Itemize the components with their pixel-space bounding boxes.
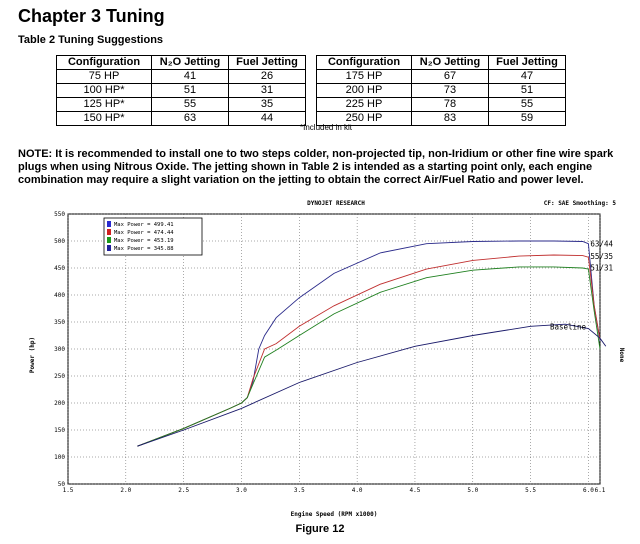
table-cell: 51	[488, 83, 566, 98]
table-cell: 63	[151, 111, 229, 126]
table-row: 150 HP* 63 44 250 HP 83 59	[56, 111, 566, 126]
table-cell: 175 HP	[316, 69, 412, 84]
table-title: Table 2 Tuning Suggestions	[18, 34, 164, 46]
y-axis-label: Power (hp)	[29, 337, 36, 373]
col-header: Fuel Jetting	[488, 55, 566, 70]
chart-header-right: CF: SAE Smoothing: 5	[544, 200, 617, 207]
right-axis-label: None	[618, 348, 625, 363]
table-cell: 44	[228, 111, 306, 126]
chapter-title: Chapter 3 Tuning	[18, 6, 165, 26]
table-cell: 59	[488, 111, 566, 126]
y-tick-label: 500	[54, 238, 65, 245]
table-cell: 31	[228, 83, 306, 98]
x-tick-label: 5.0	[467, 487, 478, 494]
legend-label: Max Power = 474.44	[114, 230, 174, 236]
table-footnote: *Included in kit	[300, 123, 353, 132]
table-row: 75 HP 41 26 175 HP 67 47	[56, 69, 566, 84]
y-tick-label: 350	[54, 319, 65, 326]
y-tick-label: 150	[54, 427, 65, 434]
table-cell: 67	[411, 69, 489, 84]
legend-swatch	[107, 229, 111, 235]
x-tick-label: 4.5	[410, 487, 421, 494]
y-tick-label: 550	[54, 211, 65, 218]
tuning-table: Configuration N₂O Jetting Fuel Jetting C…	[56, 55, 566, 126]
table-cell: 83	[411, 111, 489, 126]
table-row: 100 HP* 51 31 200 HP 73 51	[56, 83, 566, 98]
legend-swatch	[107, 245, 111, 251]
table-cell: 26	[228, 69, 306, 84]
table-gap	[305, 97, 317, 112]
table-cell: 55	[151, 97, 229, 112]
legend-label: Max Power = 345.88	[114, 246, 174, 252]
y-tick-label: 400	[54, 292, 65, 299]
col-header: Configuration	[316, 55, 412, 70]
series-label: 55/35	[590, 252, 613, 261]
legend-box	[103, 217, 203, 256]
col-header: Configuration	[56, 55, 152, 70]
series-line-baseline	[137, 323, 607, 447]
x-tick-label: 3.5	[294, 487, 305, 494]
table-cell: 78	[411, 97, 489, 112]
legend-label: Max Power = 499.41	[114, 222, 174, 228]
series-line-51-31	[137, 266, 601, 447]
table-cell: 225 HP	[316, 97, 412, 112]
y-tick-label: 450	[54, 265, 65, 272]
table-cell: 250 HP	[316, 111, 412, 126]
dyno-chart-svg: 50 100 150 200 250 300 350 400 450 500 550 1.5 2.0 2.…	[29, 200, 625, 518]
x-tick-label: 4.0	[352, 487, 363, 494]
figure-caption: Figure 12	[295, 523, 345, 535]
x-axis-label: Engine Speed (RPM x1000)	[291, 511, 378, 518]
col-header: N₂O Jetting	[151, 55, 229, 70]
y-tick-label: 50	[58, 481, 66, 488]
table-gap	[305, 69, 317, 84]
table-cell: 55	[488, 97, 566, 112]
note-paragraph: NOTE: It is recommended to install one t…	[18, 148, 614, 186]
table-header-row: Configuration N₂O Jetting Fuel Jetting C…	[56, 55, 566, 70]
x-tick-label: 5.5	[525, 487, 536, 494]
table-cell: 125 HP*	[56, 97, 152, 112]
x-tick-label: 2.0	[120, 487, 131, 494]
y-tick-label: 200	[54, 400, 65, 407]
legend-swatch	[107, 221, 111, 227]
x-tick-label: 6.1	[595, 487, 606, 494]
table-cell: 47	[488, 69, 566, 84]
x-tick-label: 3.0	[236, 487, 247, 494]
table-gap	[305, 83, 317, 98]
table-cell: 200 HP	[316, 83, 412, 98]
table-cell: 35	[228, 97, 306, 112]
y-tick-label: 250	[54, 373, 65, 380]
table-cell: 75 HP	[56, 69, 152, 84]
legend-label: Max Power = 453.19	[114, 238, 174, 244]
chart-header-left: DYNOJET RESEARCH	[307, 200, 365, 207]
col-header: N₂O Jetting	[411, 55, 489, 70]
table-cell: 51	[151, 83, 229, 98]
table-cell: 100 HP*	[56, 83, 152, 98]
legend-swatch	[107, 237, 111, 243]
series-label: Baseline	[550, 323, 587, 332]
y-tick-label: 100	[54, 454, 65, 461]
x-tick-label: 6.0	[583, 487, 594, 494]
y-tick-label: 300	[54, 346, 65, 353]
table-cell: 41	[151, 69, 229, 84]
table-gap	[305, 55, 317, 70]
series-label: 51/31	[590, 264, 613, 273]
dyno-chart: 50 100 150 200 250 300 350 400 450 500 550 1.5 2.0 2.…	[16, 197, 628, 522]
x-tick-label: 1.5	[63, 487, 74, 494]
table-cell: 150 HP*	[56, 111, 152, 126]
table-row: 125 HP* 55 35 225 HP 78 55	[56, 97, 566, 112]
x-tick-label: 2.5	[178, 487, 189, 494]
series-label: 63/44	[590, 239, 613, 248]
table-cell: 73	[411, 83, 489, 98]
col-header: Fuel Jetting	[228, 55, 306, 70]
